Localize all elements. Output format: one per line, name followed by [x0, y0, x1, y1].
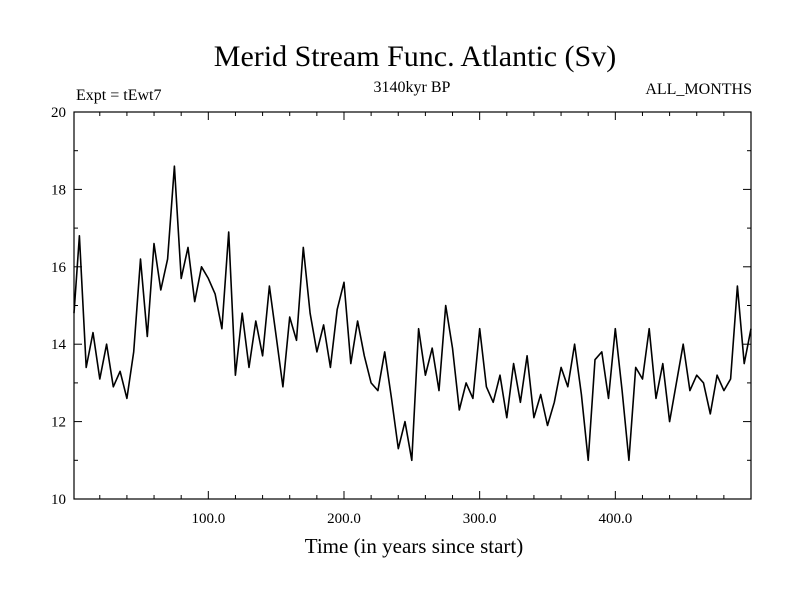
x-axis-tick-labels: 100.0 200.0 300.0 400.0 [191, 511, 632, 527]
y-tick-label: 20 [51, 105, 66, 121]
data-series-line [73, 165, 752, 462]
x-tick-label: 100.0 [191, 511, 225, 527]
experiment-label: Expt = tEwt7 [76, 87, 161, 104]
x-tick-label: 200.0 [327, 511, 361, 527]
months-label: ALL_MONTHS [645, 81, 752, 98]
plot-frame [73, 111, 752, 500]
period-label: 3140kyr BP [374, 79, 451, 96]
x-axis-ticks [99, 112, 725, 499]
y-tick-label: 14 [51, 337, 67, 353]
chart-title: Merid Stream Func. Atlantic (Sv) [214, 40, 616, 73]
x-axis-label: Time (in years since start) [305, 534, 524, 558]
x-tick-label: 400.0 [598, 511, 632, 527]
y-axis-tick-labels: 10 12 14 16 18 20 [51, 105, 67, 508]
y-tick-label: 10 [51, 492, 66, 508]
y-tick-label: 18 [51, 182, 66, 198]
x-tick-label: 300.0 [463, 511, 497, 527]
y-tick-label: 12 [51, 415, 66, 431]
y-tick-label: 16 [51, 260, 67, 276]
